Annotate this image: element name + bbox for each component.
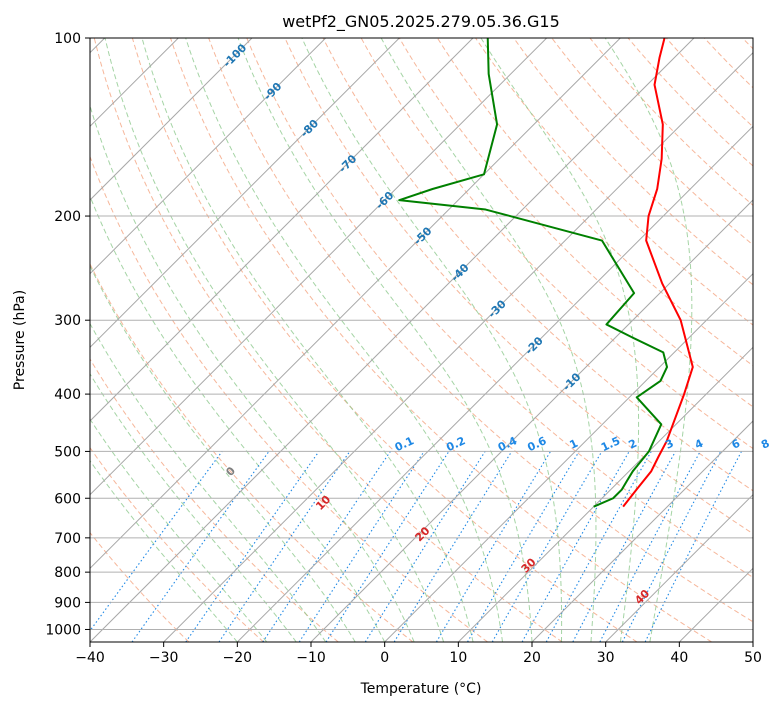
x-tick-label: −40 [75,650,105,666]
y-tick-label: 900 [54,595,81,611]
x-tick-label: −30 [149,650,179,666]
moist-adiabat-line [237,38,533,642]
dry-adiabat-line [513,38,753,286]
mixing-ratio-line [185,451,320,642]
mixing-ratio-line [644,451,742,642]
plot-frame [89,37,754,643]
x-tick-label: −20 [223,650,253,666]
x-axis-label: Temperature (°C) [360,681,482,697]
moist-adiabat-line [141,38,474,642]
dry-adiabat-line [398,38,753,408]
moist-adiabat-line [90,322,327,642]
x-tick-label: −10 [296,650,326,666]
moist-adiabat-line [90,264,356,642]
dry-adiabat-line [90,446,264,642]
dry-adiabat-line [90,358,339,642]
y-tick-label: 800 [54,565,81,581]
moist-adiabat-line [380,38,597,642]
dry-adiabat-line [93,38,563,642]
dry-adiabat-line [360,38,753,450]
mixing-ratio-line [572,451,677,642]
dry-adiabat-line [437,38,753,367]
mixing-ratio-line [545,451,652,642]
x-tick-label: 40 [670,650,688,666]
x-tick-label: 30 [597,650,615,666]
dry-adiabat-line [284,38,753,535]
isotherm-line [531,420,753,642]
y-tick-label: 1000 [45,622,81,638]
isotherm-line [90,38,695,642]
mixing-ratio-line [325,451,450,642]
moist-adiabat-line [90,418,268,642]
isotherm-line [90,38,548,496]
moist-adiabat-line [90,459,238,642]
y-tick-label: 400 [54,387,81,403]
y-tick-label: 600 [54,491,81,507]
y-axis-label: Pressure (hPa) [12,290,28,390]
mixing-ratio-line [298,451,425,642]
isotherm-line [90,38,474,422]
x-tick-label: 50 [744,650,762,666]
mixing-ratio-line [218,451,351,642]
dewpoint-line [398,38,668,508]
isotherm-line [236,125,753,642]
moist-adiabat-line [301,38,563,642]
y-tick-label: 500 [54,444,81,460]
dry-adiabat-line [322,38,753,492]
isotherm-line [90,38,400,349]
mixing-ratio-line [262,451,391,642]
moist-adiabat-line [480,38,640,642]
mixing-ratio-line [521,451,630,642]
isotherm-line [605,493,753,642]
isotherm-line [457,346,753,642]
temperature-line [622,38,694,508]
y-tick-label: 300 [54,313,81,329]
y-tick-label: 100 [54,31,81,47]
mixing-ratio-line [90,451,223,632]
isotherm-line [90,38,253,201]
dry-adiabat-line [131,38,638,642]
x-tick-label: 20 [523,650,541,666]
dry-adiabat-line [208,38,753,623]
isotherm-line [310,199,753,642]
dry-adiabat-line [170,38,713,642]
y-tick-label: 200 [54,209,81,225]
moist-adiabat-line [185,38,504,642]
dry-adiabat-line [90,155,488,642]
mixing-ratio-line [621,451,722,642]
chart-title: wetPf2_GN05.2025.279.05.36.G15 [282,12,560,32]
isotherm-line [90,38,621,570]
moist-adiabat-line [90,195,386,642]
y-tick-label: 700 [54,531,81,547]
x-tick-label: 10 [449,650,467,666]
x-tick-label: 0 [380,650,389,666]
mixing-ratio-line [393,451,513,642]
isotherm-line [90,38,327,275]
dry-adiabat-line [90,531,190,642]
moist-adiabat-line [604,38,693,642]
isotherm-line [163,51,753,642]
moist-adiabat-line [104,38,445,642]
